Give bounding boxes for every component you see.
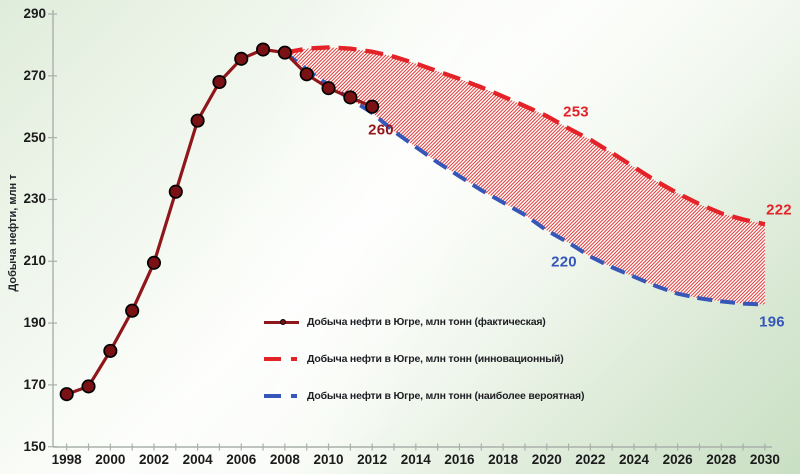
x-tick-label: 2020 [531, 452, 562, 467]
short-dash-sample [291, 394, 297, 398]
annotation-innovative-222: 222 [766, 201, 792, 219]
x-tick-label: 1998 [51, 452, 82, 467]
legend-marker-dot [280, 319, 286, 325]
short-dash-sample [291, 357, 297, 361]
legend-label-actual: Добыча нефти в Югре, млн тонн (фактическ… [307, 316, 546, 328]
legend: Добыча нефти в Югре, млн тонн (фактическ… [264, 311, 584, 422]
x-tick-label: 2004 [182, 452, 213, 467]
x-tick-label: 2000 [95, 452, 126, 467]
long-dash-sample [264, 394, 281, 398]
legend-swatch-red-dashed [264, 357, 302, 361]
annotation-most-likely-220: 220 [551, 253, 577, 271]
x-tick-label: 2012 [357, 452, 388, 467]
x-tick-label: 2030 [749, 452, 780, 467]
long-dash-sample [264, 357, 281, 361]
data-point-marker [146, 255, 162, 270]
y-tick-label: 210 [23, 253, 46, 269]
annotation-innovative-253: 253 [563, 103, 589, 121]
x-tick-label: 2026 [662, 452, 693, 467]
data-point-marker [234, 51, 249, 66]
data-point-marker [343, 90, 358, 105]
legend-item-actual: Добыча нефти в Югре, млн тонн (фактическ… [264, 311, 584, 333]
data-point-marker [277, 45, 292, 60]
most-likely-forecast-line [283, 51, 765, 307]
data-point-marker [81, 379, 96, 394]
y-tick-label: 250 [23, 129, 46, 145]
data-point-marker [321, 81, 336, 96]
data-point-marker [212, 74, 227, 90]
data-point-marker [190, 113, 205, 128]
y-tick-label: 230 [23, 191, 46, 207]
legend-item-innovative: Добыча нефти в Югре, млн тонн (инновацио… [264, 348, 584, 370]
x-tick-label: 2022 [575, 452, 606, 467]
x-tick-label: 2028 [706, 452, 737, 467]
x-tick-label: 2002 [138, 452, 169, 467]
data-point-marker [365, 99, 380, 114]
data-point-marker [299, 67, 314, 82]
y-tick-label: 190 [23, 315, 46, 331]
x-tick-label: 2018 [488, 452, 519, 467]
annotation-actual-260: 260 [368, 121, 394, 139]
data-point-marker [168, 184, 183, 199]
data-point-marker [125, 303, 140, 318]
x-tick-label: 2024 [618, 452, 650, 467]
y-tick-label: 150 [23, 438, 46, 454]
legend-label-innovative: Добыча нефти в Югре, млн тонн (инновацио… [307, 353, 564, 365]
x-tick-label: 2006 [226, 452, 257, 467]
forecast-range-fill [284, 47, 765, 305]
y-tick-label: 290 [23, 6, 46, 21]
x-tick-label: 2016 [444, 452, 475, 467]
x-tick-label: 2008 [269, 452, 300, 467]
legend-label-most-likely: Добыча нефти в Югре, млн тонн (наиболее … [307, 390, 585, 402]
legend-swatch-blue-dashed [264, 394, 302, 398]
y-tick-label: 170 [23, 376, 46, 392]
y-tick-label: 270 [23, 67, 46, 83]
legend-swatch-solid-line [264, 319, 302, 325]
data-point-marker [59, 387, 74, 402]
x-tick-label: 2014 [400, 452, 431, 467]
annotation-most-likely-196: 196 [759, 313, 785, 331]
innovative-forecast-line [284, 45, 766, 227]
legend-item-most-likely: Добыча нефти в Югре, млн тонн (наиболее … [264, 385, 584, 407]
x-tick-label: 2010 [313, 452, 344, 467]
data-point-marker [256, 42, 271, 57]
data-point-marker [103, 343, 118, 358]
